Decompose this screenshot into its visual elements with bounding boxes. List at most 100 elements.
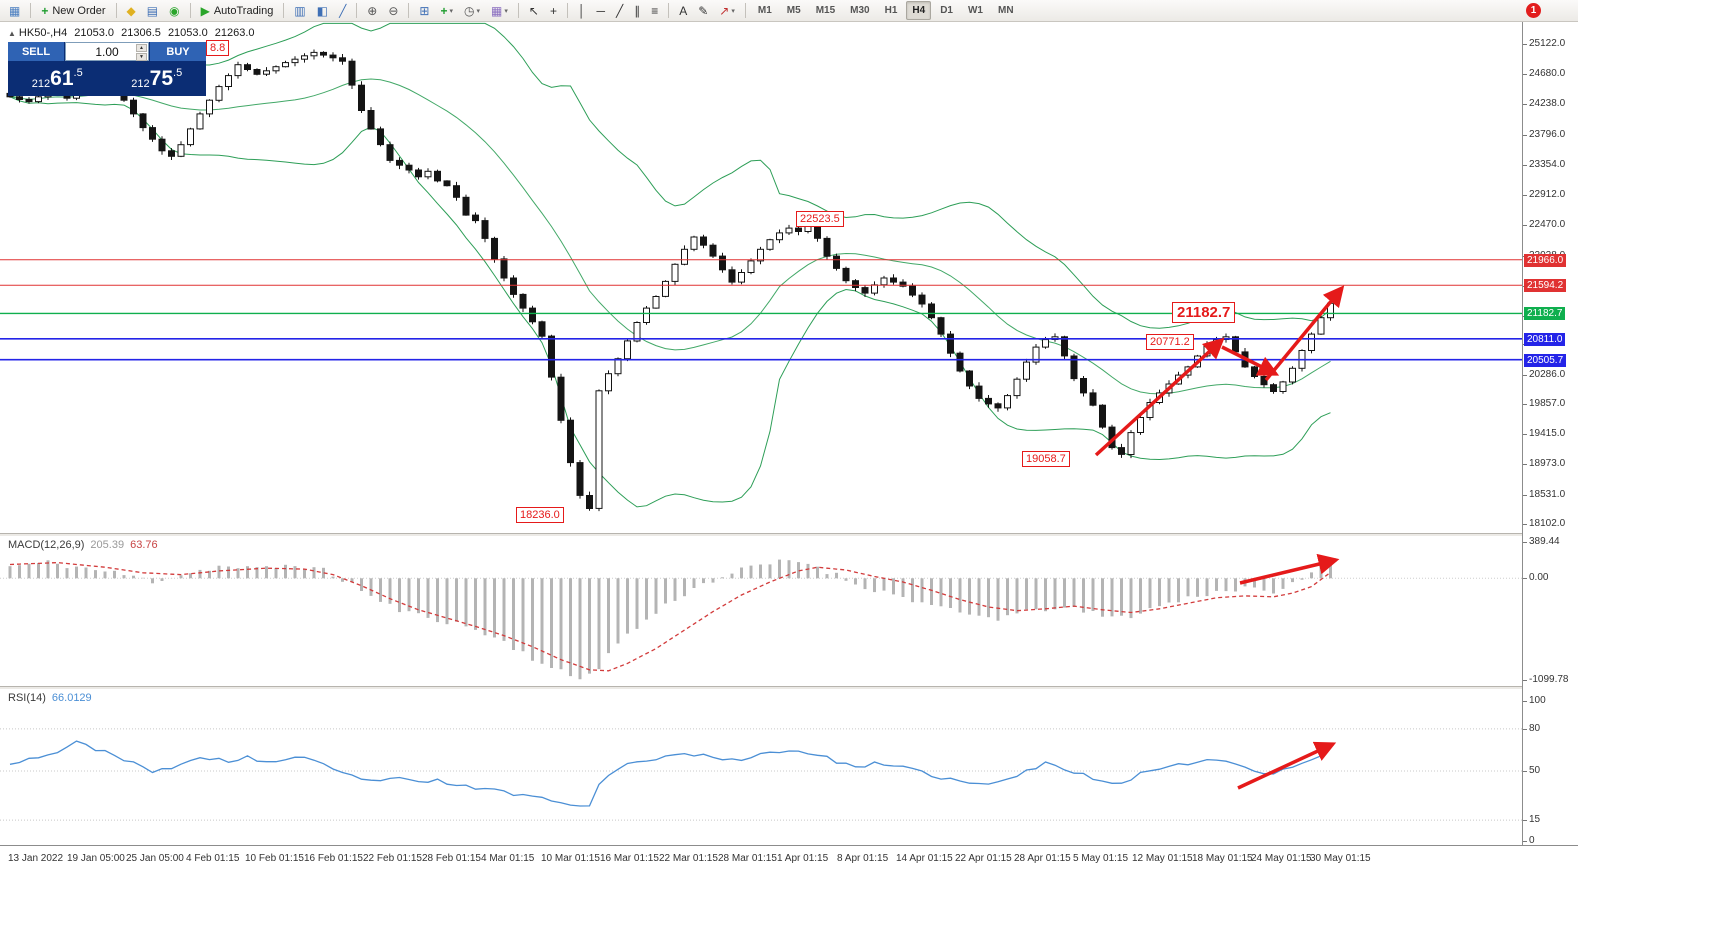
sell-price-prefix: 212 bbox=[31, 78, 51, 90]
price-axis[interactable]: 25122.0 24680.0 24238.0 23796.0 23354.0 22912… bbox=[1522, 22, 1579, 846]
volume-value: 1.00 bbox=[95, 44, 119, 59]
price-axis-label: 19857.0 bbox=[1529, 398, 1566, 409]
macd-pane[interactable]: MACD(12,26,9) 205.39 63.76 bbox=[0, 536, 1522, 686]
ohlc-high: 21306.5 bbox=[121, 27, 161, 39]
trendline-icon[interactable]: ╱ bbox=[611, 0, 628, 21]
expert-advisors-icon[interactable]: ◉ bbox=[164, 0, 184, 21]
horizontal-line-icon[interactable]: ─ bbox=[591, 0, 610, 21]
new-order-button-label: New Order bbox=[52, 4, 106, 17]
time-axis-label: 28 Feb 01:15 bbox=[422, 853, 481, 864]
axis-tick bbox=[1523, 771, 1527, 772]
volume-up-button[interactable]: ▲ bbox=[136, 44, 147, 52]
bar-chart-icon[interactable]: ▥ bbox=[289, 0, 310, 21]
price-annotation[interactable]: 19058.7 bbox=[1022, 451, 1070, 467]
axis-tick bbox=[1523, 578, 1527, 579]
notification-count: 1 bbox=[1530, 5, 1537, 16]
crosshair-icon[interactable]: + bbox=[545, 0, 562, 21]
axis-tick bbox=[1523, 375, 1527, 376]
macd-main-value: 205.39 bbox=[90, 539, 125, 551]
price-annotation[interactable]: 20771.2 bbox=[1146, 334, 1194, 350]
indicators-icon[interactable]: + ▾ bbox=[435, 0, 458, 21]
text-label-icon[interactable]: ✎ bbox=[693, 0, 713, 21]
macd-chart-canvas bbox=[0, 553, 1522, 680]
volume-down-button[interactable]: ▼ bbox=[136, 53, 147, 61]
price-level-tag: 21594.2 bbox=[1524, 279, 1567, 292]
chart-window: ▲ HK50-,H4 21053.0 21306.5 21053.0 21263.… bbox=[0, 22, 1579, 872]
zoom-out-icon[interactable]: ⊖ bbox=[383, 0, 403, 21]
text-icon[interactable]: A bbox=[674, 0, 692, 21]
macd-axis-label: -1099.78 bbox=[1529, 674, 1569, 685]
toolbar-separator bbox=[517, 3, 519, 18]
market-watch-icon[interactable]: ▤ bbox=[142, 0, 163, 21]
horizontal-line-icon: ─ bbox=[596, 3, 605, 18]
periods-icon: ◷ bbox=[464, 3, 475, 18]
rsi-pane[interactable]: RSI(14) 66.0129 bbox=[0, 689, 1522, 845]
price-annotation[interactable]: 21182.7 bbox=[1172, 302, 1236, 323]
sell-button[interactable]: SELL bbox=[8, 42, 64, 61]
time-axis[interactable]: 13 Jan 2022 19 Jan 05:00 25 Jan 05:00 4 Feb… bbox=[0, 845, 1578, 872]
sell-price-button[interactable]: 212 61.5 bbox=[8, 62, 107, 95]
rsi-axis-label: 0 bbox=[1529, 835, 1535, 846]
tile-windows-icon[interactable]: ⊞ bbox=[414, 0, 434, 21]
timeframe-mn[interactable]: MN bbox=[997, 5, 1014, 16]
arrows-tool-icon: ↗ bbox=[719, 3, 730, 18]
macd-axis-label: 0.00 bbox=[1529, 572, 1549, 583]
templates-icon[interactable]: ▦ ▾ bbox=[486, 0, 513, 21]
time-axis-label: 22 Apr 01:15 bbox=[955, 853, 1012, 864]
time-axis-label: 24 May 01:15 bbox=[1251, 853, 1312, 864]
fibonacci-icon: ≡ bbox=[651, 3, 659, 18]
ohlc-low: 21053.0 bbox=[167, 27, 208, 39]
candlestick-chart-icon[interactable]: ◧ bbox=[312, 0, 333, 21]
metaeditor-icon: ◆ bbox=[126, 3, 136, 18]
timeframe-m5[interactable]: M5 bbox=[786, 5, 801, 16]
time-axis-label: 13 Jan 2022 bbox=[8, 853, 64, 864]
timeframe-h1[interactable]: H1 bbox=[884, 5, 898, 16]
buy-price-button[interactable]: 212 75.5 bbox=[107, 62, 206, 95]
timeframe-m15[interactable]: M15 bbox=[815, 5, 836, 16]
ohlc-open: 21053.0 bbox=[74, 27, 115, 39]
cursor-icon[interactable]: ↖ bbox=[524, 0, 544, 21]
toolbar-separator bbox=[30, 3, 32, 18]
zoom-in-icon: ⊕ bbox=[367, 3, 378, 18]
fibonacci-icon[interactable]: ≡ bbox=[646, 0, 663, 21]
time-axis-label: 12 May 01:15 bbox=[1132, 853, 1193, 864]
rsi-chart-canvas bbox=[0, 728, 1522, 821]
price-pane[interactable]: ▲ HK50-,H4 21053.0 21306.5 21053.0 21263.… bbox=[0, 22, 1522, 533]
price-annotation[interactable]: 8.8 bbox=[206, 40, 230, 56]
buy-price-prefix: 212 bbox=[131, 78, 150, 90]
periods-icon[interactable]: ◷ ▾ bbox=[459, 0, 485, 21]
axis-tick bbox=[1523, 104, 1527, 105]
symbol-ohlc-label: ▲ HK50-,H4 21053.0 21306.5 21053.0 21263.… bbox=[8, 27, 259, 39]
price-annotation[interactable]: 18236.0 bbox=[516, 507, 564, 523]
metaeditor-icon[interactable]: ◆ bbox=[122, 0, 141, 21]
arrows-tool-icon[interactable]: ↗ ▾ bbox=[714, 0, 740, 21]
notification-badge[interactable]: 1 bbox=[1526, 3, 1541, 18]
channel-icon[interactable]: ∥ bbox=[629, 0, 645, 21]
axis-tick bbox=[1523, 729, 1527, 730]
chart-window-icon[interactable]: ▦ bbox=[4, 0, 25, 21]
time-axis-label: 30 May 01:15 bbox=[1310, 853, 1371, 864]
vertical-line-icon[interactable]: │ bbox=[573, 0, 591, 21]
zoom-in-icon[interactable]: ⊕ bbox=[362, 0, 382, 21]
plus-icon: + bbox=[41, 3, 49, 18]
buy-button[interactable]: BUY bbox=[150, 42, 206, 61]
time-axis-label: 18 May 01:15 bbox=[1192, 853, 1253, 864]
new-order-button[interactable]: + New Order bbox=[36, 0, 110, 21]
autotrading-button[interactable]: ▶ AutoTrading bbox=[196, 0, 279, 21]
buy-button-label: BUY bbox=[166, 45, 190, 58]
trendline-icon: ╱ bbox=[615, 3, 624, 18]
timeframe-d1[interactable]: D1 bbox=[940, 5, 953, 16]
volume-input[interactable]: 1.00 ▲ ▼ bbox=[65, 42, 149, 61]
timeframe-h4[interactable]: H4 bbox=[906, 1, 932, 20]
line-chart-icon[interactable]: ╱ bbox=[334, 0, 351, 21]
axis-tick bbox=[1523, 44, 1527, 45]
price-axis-label: 18973.0 bbox=[1529, 458, 1566, 469]
timeframe-m30[interactable]: M30 bbox=[850, 5, 870, 16]
price-annotation[interactable]: 22523.5 bbox=[796, 211, 844, 227]
timeframe-m1[interactable]: M1 bbox=[757, 5, 772, 16]
axis-tick bbox=[1523, 841, 1527, 842]
timeframe-w1[interactable]: W1 bbox=[967, 5, 983, 16]
price-axis-label: 19415.0 bbox=[1529, 428, 1566, 439]
candlestick-chart-icon: ◧ bbox=[316, 3, 329, 18]
